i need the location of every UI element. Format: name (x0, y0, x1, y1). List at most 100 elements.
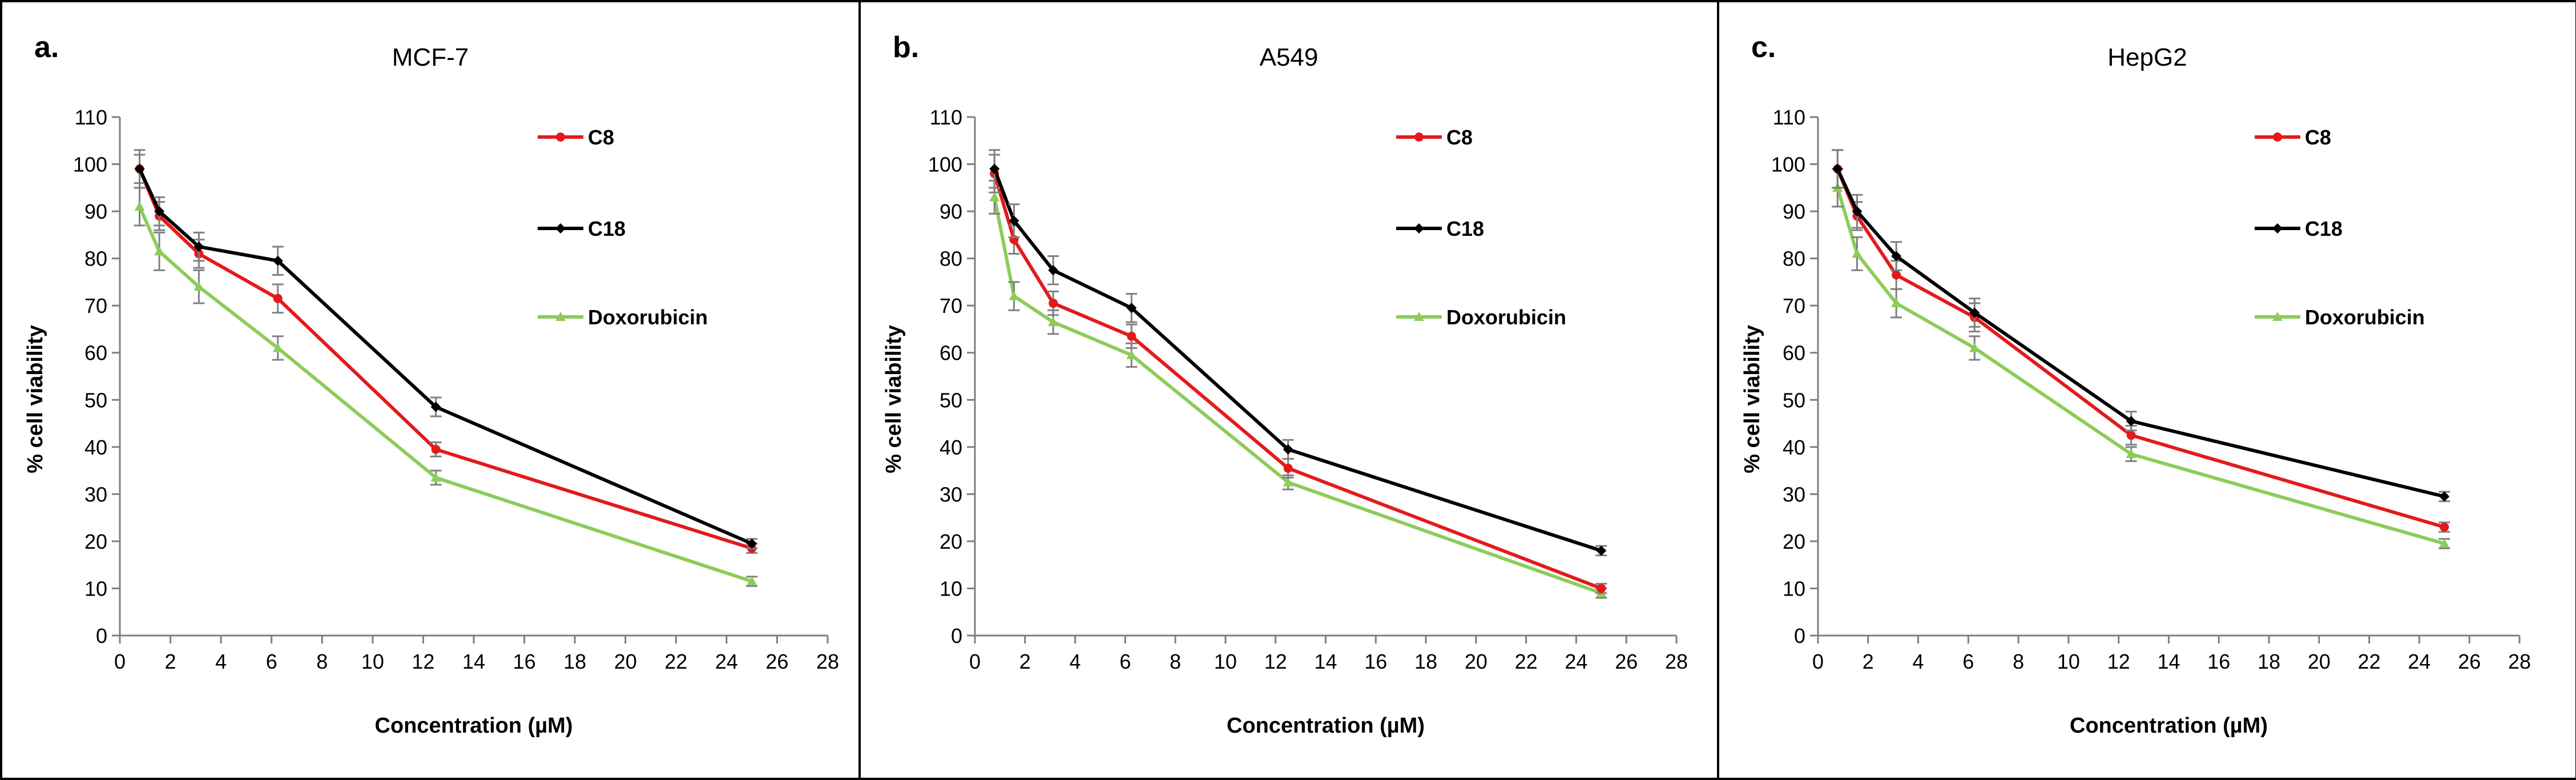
data-point (1852, 206, 1863, 217)
legend-item-c18: C18 (2255, 217, 2343, 240)
legend-item-c18: C18 (1396, 217, 1484, 240)
x-tick-label: 10 (361, 650, 384, 673)
y-tick-label: 80 (84, 247, 107, 271)
series-c18 (134, 149, 758, 549)
x-axis-label: Concentration (µM) (1227, 714, 1425, 738)
x-tick-label: 14 (462, 650, 485, 673)
data-point (431, 444, 441, 454)
x-tick-label: 10 (2057, 650, 2080, 673)
legend-item-c8: C8 (2255, 126, 2331, 149)
data-point (430, 472, 441, 482)
data-point (1009, 215, 1019, 226)
y-tick-label: 70 (1783, 294, 1805, 317)
x-tick-label: 16 (1364, 650, 1387, 673)
y-tick-label: 50 (1783, 388, 1805, 412)
legend-item-doxorubicin: Doxorubicin (1396, 305, 1566, 329)
y-tick-label: 10 (1783, 577, 1805, 600)
y-tick-label: 70 (84, 294, 107, 317)
data-point (430, 401, 441, 412)
series-c8 (989, 154, 1607, 594)
x-tick-label: 8 (2013, 650, 2024, 673)
x-tick-label: 26 (1615, 650, 1638, 673)
data-point (1852, 248, 1863, 258)
data-point (272, 255, 283, 266)
data-point (2439, 491, 2450, 502)
x-tick-label: 8 (316, 650, 328, 673)
legend-label: C18 (588, 217, 626, 240)
data-point (2126, 416, 2136, 427)
y-axis-label: % cell viability (882, 325, 906, 473)
y-tick-label: 50 (84, 388, 107, 412)
panel-letter: b. (893, 31, 919, 64)
data-point (1283, 444, 1293, 455)
x-tick-label: 28 (816, 650, 839, 673)
legend-label: C8 (1446, 126, 1473, 149)
data-point (1126, 349, 1137, 359)
x-tick-label: 28 (1665, 650, 1688, 673)
series-line (993, 196, 1602, 595)
y-tick-label: 80 (940, 247, 962, 271)
x-tick-label: 20 (1465, 650, 1487, 673)
series-line (138, 206, 753, 583)
legend-label: C18 (1446, 217, 1484, 240)
legend-item-c18: C18 (538, 217, 626, 240)
series-line (993, 173, 1602, 590)
x-tick-label: 18 (2257, 650, 2280, 673)
data-point (1009, 291, 1019, 300)
y-tick-label: 90 (84, 200, 107, 223)
x-tick-label: 12 (412, 650, 434, 673)
x-tick-label: 20 (2308, 650, 2331, 673)
series-line (138, 168, 753, 550)
x-tick-label: 12 (2107, 650, 2130, 673)
data-point (154, 246, 165, 256)
series-doxorubicin (134, 187, 758, 587)
y-tick-label: 90 (1783, 200, 1805, 223)
data-point (134, 201, 145, 211)
data-point (272, 343, 283, 352)
x-tick-label: 4 (1070, 650, 1081, 673)
data-point (1127, 331, 1136, 341)
data-point (1048, 265, 1059, 276)
legend-label: C8 (2305, 126, 2331, 149)
x-tick-label: 26 (2458, 650, 2481, 673)
data-point (273, 293, 283, 303)
data-point (193, 242, 204, 252)
x-tick-label: 22 (2358, 650, 2381, 673)
y-tick-label: 60 (1783, 341, 1805, 365)
y-tick-label: 0 (1794, 624, 1805, 648)
data-point (1048, 317, 1059, 327)
panel-letter: c. (1751, 31, 1776, 64)
legend-marker (555, 223, 566, 234)
panel-title: MCF-7 (392, 43, 469, 71)
y-tick-label: 30 (84, 483, 107, 506)
legend-item-doxorubicin: Doxorubicin (2255, 305, 2425, 329)
legend-item-c8: C8 (538, 126, 614, 149)
x-tick-label: 6 (1119, 650, 1131, 673)
data-point (2126, 449, 2136, 459)
x-tick-label: 0 (114, 650, 126, 673)
x-tick-label: 14 (1314, 650, 1337, 673)
x-tick-label: 0 (969, 650, 981, 673)
legend-marker (556, 132, 565, 142)
y-tick-label: 20 (940, 530, 962, 553)
data-point (134, 163, 145, 174)
y-tick-label: 10 (84, 577, 107, 600)
x-tick-label: 28 (2508, 650, 2531, 673)
data-point (2440, 522, 2449, 532)
x-tick-label: 18 (563, 650, 586, 673)
data-point (2439, 538, 2450, 548)
y-tick-label: 90 (940, 200, 962, 223)
y-tick-label: 40 (940, 436, 962, 459)
x-tick-label: 2 (1863, 650, 1874, 673)
panel-border (1717, 0, 2576, 780)
x-tick-label: 16 (2207, 650, 2230, 673)
series-doxorubicin (989, 179, 1607, 599)
data-point (154, 206, 165, 217)
legend-marker (2273, 132, 2282, 142)
series-doxorubicin (1832, 168, 2450, 549)
series-line (993, 168, 1602, 553)
x-tick-label: 22 (664, 650, 687, 673)
